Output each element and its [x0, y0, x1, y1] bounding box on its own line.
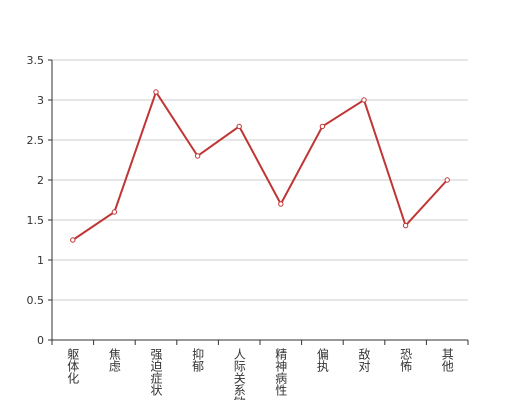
point [278, 201, 284, 207]
point [319, 123, 326, 130]
line [72, 89, 448, 241]
x-tick-label: 敌对 [357, 347, 371, 372]
point [402, 222, 409, 229]
point [194, 153, 201, 159]
y-tick-label: 2 [37, 174, 44, 187]
x-tick-label: 恐怖 [399, 348, 413, 372]
point [361, 97, 367, 103]
x-tick-label: 抑郁 [191, 347, 205, 373]
point [444, 177, 450, 183]
y-tick-label: 0 [37, 334, 44, 347]
y-tick-label: 3.5 [27, 54, 45, 67]
x-tick-label: 强迫症状 [149, 348, 163, 396]
point [236, 123, 242, 130]
x-tick-label: 焦虑 [107, 348, 121, 372]
y-tick-label: 0.5 [27, 294, 45, 307]
x-tick-label: 人际关系敏感 [232, 348, 246, 400]
point [153, 89, 159, 95]
x-tick-label: 精神病性 [274, 348, 288, 397]
point [111, 209, 118, 215]
y-tick-label: 1 [37, 254, 44, 267]
y-tick-label: 2.5 [27, 134, 45, 147]
x-tick-label: 躯体化 [66, 347, 80, 385]
x-tick-label: 其他 [440, 348, 454, 372]
y-tick-label: 1.5 [27, 214, 45, 227]
point [70, 237, 76, 243]
y-tick-label: 3 [37, 94, 44, 107]
x-tick-label: 偏执 [315, 347, 329, 373]
